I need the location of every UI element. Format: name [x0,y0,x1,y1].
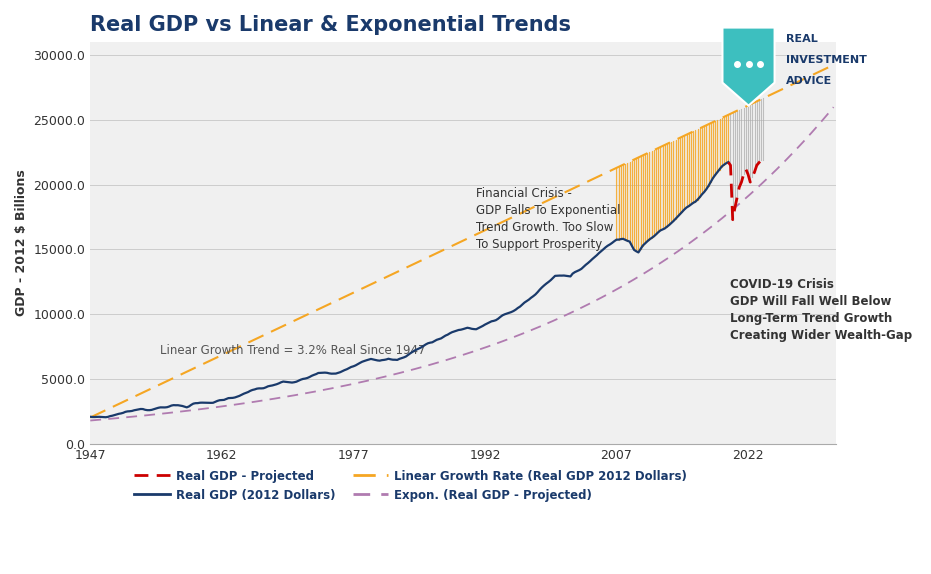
Text: INVESTMENT: INVESTMENT [786,55,867,65]
Real GDP (2012 Dollars) [304,374,315,381]
Real GDP (2012 Dollars) [100,414,111,421]
Real GDP (2012 Dollars) [256,385,267,392]
Real GDP - Projected [735,179,747,185]
Real GDP - Projected [756,157,767,164]
Real GDP - Projected [738,171,749,178]
Linear Growth Rate (Real GDP 2012 Dollars) [679,132,690,139]
Text: Financial Crisis -
GDP Falls To Exponential
Trend Growth. Too Slow
To Support Pr: Financial Crisis - GDP Falls To Exponent… [476,187,621,251]
Line: Real GDP (2012 Dollars): Real GDP (2012 Dollars) [90,162,728,417]
Real GDP - Projected [753,159,764,166]
Real GDP - Projected [722,159,734,166]
Real GDP (2012 Dollars) [416,344,427,351]
Text: Linear Growth Trend = 3.2% Real Since 1947: Linear Growth Trend = 3.2% Real Since 19… [160,344,426,357]
Linear Growth Rate (Real GDP 2012 Dollars) [219,351,230,358]
Line: Real GDP - Projected: Real GDP - Projected [728,160,763,220]
Real GDP - Projected [758,157,769,164]
Expon. (Real GDP - Projected) [679,243,690,250]
Real GDP - Projected [727,216,738,223]
Real GDP - Projected [740,166,751,173]
Linear Growth Rate (Real GDP 2012 Dollars) [534,201,546,208]
Polygon shape [722,28,775,106]
Real GDP (2012 Dollars) [453,327,465,333]
Text: REAL: REAL [786,34,817,44]
Real GDP - Projected [747,173,758,180]
Expon. (Real GDP - Projected) [219,403,230,410]
Expon. (Real GDP - Projected) [192,406,203,413]
Expon. (Real GDP - Projected) [828,104,839,111]
Real GDP (2012 Dollars) [85,413,96,420]
Expon. (Real GDP - Projected) [534,323,546,330]
Linear Growth Rate (Real GDP 2012 Dollars) [192,363,203,370]
Expon. (Real GDP - Projected) [732,202,743,209]
Linear Growth Rate (Real GDP 2012 Dollars) [828,61,839,68]
Y-axis label: GDP - 2012 $ Billions: GDP - 2012 $ Billions [15,169,28,316]
Real GDP (2012 Dollars) [722,158,734,165]
Real GDP - Projected [734,184,745,191]
Expon. (Real GDP - Projected) [85,417,96,424]
Text: ADVICE: ADVICE [786,76,832,86]
Real GDP (2012 Dollars) [251,385,263,392]
Linear Growth Rate (Real GDP 2012 Dollars) [732,107,743,114]
Text: COVID-19 Crisis
GDP Will Fall Well Below
Long-Term Trend Growth
Creating Wider W: COVID-19 Crisis GDP Will Fall Well Below… [731,278,912,342]
Legend: Real GDP - Projected, Real GDP (2012 Dollars), Linear Growth Rate (Real GDP 2012: Real GDP - Projected, Real GDP (2012 Dol… [129,465,692,506]
Real GDP - Projected [742,171,753,178]
Line: Expon. (Real GDP - Projected): Expon. (Real GDP - Projected) [90,107,833,421]
Line: Linear Growth Rate (Real GDP 2012 Dollars): Linear Growth Rate (Real GDP 2012 Dollar… [90,65,833,417]
Text: Real GDP vs Linear & Exponential Trends: Real GDP vs Linear & Exponential Trends [90,15,572,35]
Real GDP - Projected [732,194,743,201]
Linear Growth Rate (Real GDP 2012 Dollars) [695,125,706,132]
Real GDP - Projected [725,162,736,169]
Linear Growth Rate (Real GDP 2012 Dollars) [85,414,96,421]
Real GDP - Projected [729,204,740,211]
Expon. (Real GDP - Projected) [695,232,706,239]
Real GDP - Projected [749,168,761,175]
Real GDP - Projected [751,162,762,169]
Real GDP (2012 Dollars) [714,166,725,173]
Real GDP - Projected [745,179,756,185]
